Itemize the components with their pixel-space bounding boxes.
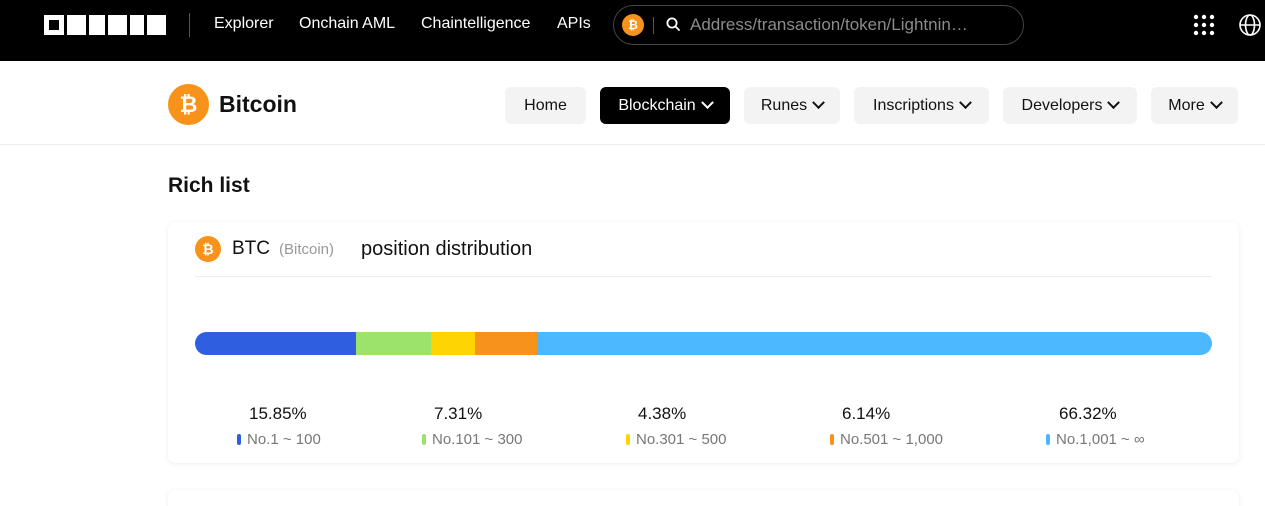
stat-range-label: No.1,001 ~ ∞ <box>1056 431 1145 448</box>
stat-range: No.101 ~ 300 <box>422 431 523 448</box>
search-icon <box>666 17 680 31</box>
stat-percent: 15.85% <box>249 404 307 423</box>
subnav-home-label: Home <box>524 96 567 114</box>
nav-chaintelligence[interactable]: Chaintelligence <box>421 15 531 32</box>
stat-percent: 7.31% <box>434 404 483 423</box>
globe-icon[interactable] <box>1238 13 1262 37</box>
subnav-developers[interactable]: Developers <box>1003 87 1137 124</box>
apps-grid-icon[interactable] <box>1193 14 1215 36</box>
holders-card <box>168 490 1239 506</box>
stat-percent: 4.38% <box>638 404 687 423</box>
stat-range-label: No.501 ~ 1,000 <box>840 431 944 448</box>
subnav-inscriptions[interactable]: Inscriptions <box>854 87 989 124</box>
search-input[interactable] <box>690 12 1010 38</box>
chain-header: ₿ Bitcoin Home Blockchain Runes Inscript… <box>0 61 1265 145</box>
chevron-down-icon <box>1107 96 1121 110</box>
nav-explorer[interactable]: Explorer <box>214 15 274 32</box>
oklink-logo[interactable] <box>44 15 167 35</box>
page-title: Rich list <box>168 174 250 197</box>
distribution-bar <box>195 332 1212 355</box>
subnav-home[interactable]: Home <box>505 87 586 124</box>
chain-name: Bitcoin <box>219 91 297 117</box>
stat-percent: 66.32% <box>1059 404 1117 423</box>
stat-range: No.501 ~ 1,000 <box>830 431 943 448</box>
legend-dot-icon <box>830 434 834 445</box>
nav-apis[interactable]: APIs <box>557 15 591 32</box>
stat-range: No.1 ~ 100 <box>237 431 321 448</box>
chevron-down-icon <box>959 96 972 110</box>
position-distribution-card: ₿ BTC (Bitcoin) position distribution 15… <box>168 222 1239 463</box>
legend-dot-icon <box>422 434 426 445</box>
subnav-runes-label: Runes <box>760 96 808 114</box>
bitcoin-coin-icon: ₿ <box>195 236 221 262</box>
stat-range: No.1,001 ~ ∞ <box>1046 431 1145 448</box>
stat-range-label: No.1 ~ 100 <box>247 431 321 448</box>
stat-range-label: No.301 ~ 500 <box>636 431 727 448</box>
coin-symbol: BTC <box>232 238 270 259</box>
distribution-bar-segment[interactable] <box>475 332 538 355</box>
legend-dot-icon <box>626 434 630 445</box>
nav-onchain-aml[interactable]: Onchain AML <box>299 15 396 32</box>
chevron-down-icon <box>812 96 825 110</box>
subnav-runes[interactable]: Runes <box>744 87 840 124</box>
chevron-down-icon <box>700 96 714 110</box>
card-divider <box>195 276 1212 277</box>
coin-name: (Bitcoin) <box>279 241 335 258</box>
bitcoin-logo-icon: ₿ <box>168 84 209 125</box>
subnav-blockchain-label: Blockchain <box>618 96 696 114</box>
card-title: position distribution <box>361 238 533 260</box>
legend-dot-icon <box>1046 434 1050 445</box>
subnav-more[interactable]: More <box>1151 87 1238 124</box>
stat-range-label: No.101 ~ 300 <box>432 431 523 448</box>
distribution-bar-segment[interactable] <box>356 332 431 355</box>
bitcoin-chain-selector-icon[interactable]: ₿ <box>622 14 644 36</box>
subnav-inscriptions-label: Inscriptions <box>873 96 954 114</box>
subnav-blockchain[interactable]: Blockchain <box>600 87 730 124</box>
distribution-bar-segment[interactable] <box>537 332 1212 355</box>
chevron-down-icon <box>1209 96 1223 110</box>
subnav-developers-label: Developers <box>1021 96 1103 114</box>
search-box[interactable]: ₿ <box>613 5 1024 45</box>
subnav-more-label: More <box>1168 96 1205 114</box>
search-separator <box>653 17 654 34</box>
stat-range: No.301 ~ 500 <box>626 431 727 448</box>
distribution-bar-segment[interactable] <box>430 332 476 355</box>
stat-percent: 6.14% <box>842 404 891 423</box>
top-divider <box>189 13 190 37</box>
distribution-bar-segment[interactable] <box>195 332 357 355</box>
top-bar: Explorer Onchain AML Chaintelligence API… <box>0 0 1265 61</box>
legend-dot-icon <box>237 434 241 445</box>
